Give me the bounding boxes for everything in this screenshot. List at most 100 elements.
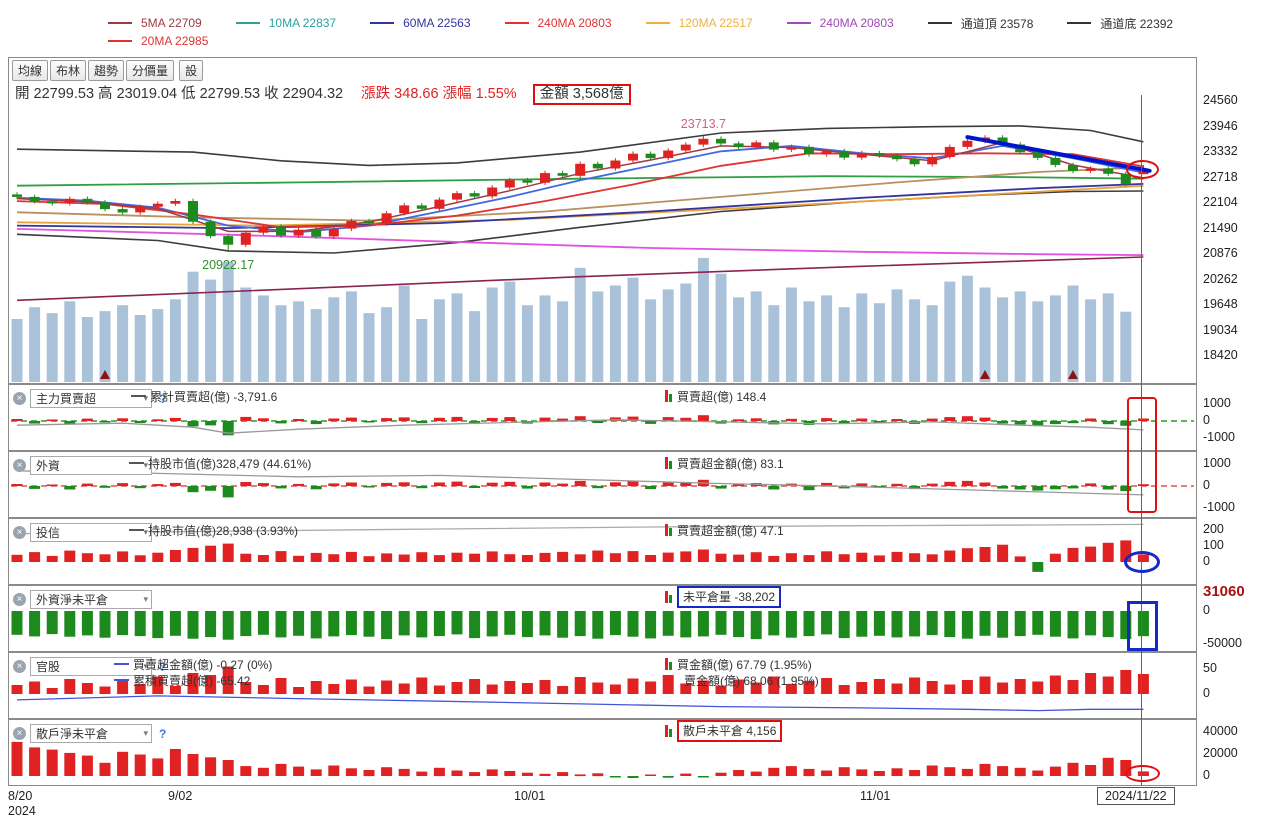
panel-legend-label: 散戶未平倉 4,156 [677, 720, 783, 742]
legend-label: 240MA 20803 [819, 16, 894, 30]
close-icon[interactable]: × [13, 526, 26, 539]
indicator-select[interactable]: 主力買賣超 ▾ [30, 389, 152, 408]
x-axis-tick: 10/01 [514, 789, 546, 803]
tab-布林[interactable]: 布林 [50, 60, 87, 81]
panel-legend: 買賣超(億) 148.4 [665, 388, 766, 404]
amount-badge: 金額 3,568億 [532, 84, 631, 105]
indicator-select-value: 官股 [36, 660, 61, 674]
highlight-ellipse-trust-bar [1124, 551, 1160, 573]
y-axis-tick: 40000 [1203, 724, 1238, 738]
tab-均線[interactable]: 均線 [12, 60, 49, 81]
legend-label: 10MA 22837 [268, 16, 337, 30]
help-icon[interactable]: ? [159, 659, 167, 674]
panel-legend: 買賣超金額(億) -0.27 (0%) [114, 656, 272, 672]
panel-legend-label: 持股市值(億)28,938 (3.93%) [148, 523, 299, 538]
y-axis-tick: 22104 [1203, 195, 1238, 209]
y-axis-tick: 50 [1203, 661, 1217, 675]
legend-line-swatch [927, 22, 952, 24]
quote-row: 開 22799.53 高 23019.04 低 22799.53 收 22904… [15, 82, 631, 105]
candle-icon [665, 591, 672, 603]
help-icon[interactable]: ? [159, 726, 167, 741]
y-axis-tick: 0 [1203, 768, 1210, 782]
legend-line-swatch [1067, 22, 1092, 24]
y-axis-tick: 200 [1203, 522, 1224, 536]
candle-icon [665, 457, 672, 469]
y-axis-tick: 0 [1203, 554, 1210, 568]
indicator-select[interactable]: 外資淨未平倉 ▾ [30, 590, 152, 609]
chevron-down-icon: ▾ [143, 661, 148, 671]
indicator-panel-主力買賣超[interactable]: × 主力買賣超 ▾? 累計買賣超(億) -3,791.6 買賣超(億) 148.4 [8, 384, 1197, 451]
panel-legend: 累計買賣超(億) -3,791.6 [131, 388, 277, 404]
y-axis-tick: 19648 [1203, 297, 1238, 311]
y-axis-tick: 20000 [1203, 746, 1238, 760]
panel-legend-label: 賣金額(億) 68.06 (1.95%) [684, 673, 819, 688]
legend-line-swatch [114, 663, 129, 665]
legend-item: 60MA 22563 [370, 16, 471, 30]
legend-line-swatch [645, 22, 670, 24]
chevron-down-icon: ▾ [143, 527, 148, 537]
panel-legend-label: 買金額(億) 67.79 (1.95%) [677, 657, 812, 672]
legend-label: 240MA 20803 [537, 16, 612, 30]
change-values: 漲跌 348.66 漲幅 1.55% [361, 86, 517, 102]
legend-item: 20MA 22985 [108, 34, 208, 48]
crosshair-line [1141, 95, 1142, 786]
tab-趨勢[interactable]: 趨勢 [88, 60, 125, 81]
y-axis-tick: -1000 [1203, 500, 1235, 514]
panel-legend: 買賣超金額(億) 83.1 [665, 455, 784, 471]
help-icon[interactable]: ? [159, 391, 167, 406]
legend-line-swatch [114, 679, 129, 681]
highlight-box-main-flows [1127, 397, 1157, 513]
close-icon[interactable]: × [13, 593, 26, 606]
legend-line-swatch [370, 22, 395, 24]
y-axis-tick: 0 [1203, 686, 1210, 700]
indicator-panel-投信[interactable]: × 投信 ▾ 持股市值(億)28,938 (3.93%) 買賣超金額(億) 47.1 [8, 518, 1197, 585]
legend-item: 通道頂 23578 [927, 15, 1033, 32]
chevron-down-icon: ▾ [143, 460, 148, 470]
indicator-panel-散戶淨未平倉[interactable]: × 散戶淨未平倉 ▾? 散戶未平倉 4,156 [8, 719, 1197, 786]
y-axis-tick: 100 [1203, 538, 1224, 552]
indicator-select[interactable]: 外資 ▾ [30, 456, 152, 475]
y-axis-tick: 21490 [1203, 220, 1238, 235]
y-axis-tick: 0 [1203, 478, 1210, 492]
legend-line-swatch [131, 395, 146, 397]
close-icon[interactable]: × [13, 392, 26, 405]
y-axis-tick: 20876 [1203, 246, 1238, 260]
y-axis-tick: -50000 [1203, 636, 1242, 650]
x-axis-tick: 8/20 2024 [8, 789, 36, 815]
close-icon[interactable]: × [13, 459, 26, 472]
indicator-select-value: 投信 [36, 526, 61, 540]
y-axis-tick: 1000 [1203, 456, 1231, 470]
candle-icon [665, 390, 672, 402]
indicator-panel-官股[interactable]: × 官股 ▾? 買賣超金額(億) -0.27 (0%) 累積買賣超(億) -65.42 買… [8, 652, 1197, 719]
legend-label: 20MA 22985 [141, 34, 209, 48]
y-axis-tick: 0 [1203, 413, 1210, 427]
close-icon[interactable]: × [13, 727, 26, 740]
legend-label: 5MA 22709 [141, 16, 202, 30]
legend-line-swatch [108, 22, 132, 24]
legend-label: 120MA 22517 [678, 16, 753, 30]
legend-item: 120MA 22517 [645, 16, 753, 30]
tab-設[interactable]: 設 [179, 60, 204, 81]
indicator-select[interactable]: 散戶淨未平倉 ▾ [30, 724, 152, 743]
panel-legend-label: 累積買賣超(億) -65.42 [133, 673, 251, 688]
x-axis-tick-year: 2024 [8, 804, 36, 815]
close-icon[interactable]: × [13, 660, 26, 673]
chart-mode-tabs: 均線 布林 趨勢 分價量設 [12, 60, 205, 81]
panel-legend: 買賣超金額(億) 47.1 [665, 522, 784, 538]
legend-line-swatch [129, 529, 144, 531]
main-price-panel[interactable]: 均線 布林 趨勢 分價量設 開 22799.53 高 23019.04 低 22799… [8, 57, 1197, 384]
indicator-select[interactable]: 官股 ▾ [30, 657, 152, 676]
panel-legend-label: 買賣超金額(億) 47.1 [677, 523, 784, 538]
indicator-panel-外資[interactable]: × 外資 ▾ 持股市值(億)328,479 (44.61%) 買賣超金額(億) 83.1 [8, 451, 1197, 518]
legend-line-swatch [129, 462, 144, 464]
y-axis-tick: 24560 [1203, 93, 1238, 107]
chevron-down-icon: ▾ [143, 728, 148, 738]
indicator-panel-外資淨未平倉[interactable]: × 外資淨未平倉 ▾ 未平倉量 -38,202 [8, 585, 1197, 652]
indicator-select[interactable]: 投信 ▾ [30, 523, 152, 542]
legend-line-swatch [108, 40, 132, 42]
y-axis-tick: 0 [1203, 603, 1210, 617]
chevron-down-icon: ▾ [143, 594, 148, 604]
panel-legend: 持股市值(億)328,479 (44.61%) [129, 455, 311, 471]
tab-分價量[interactable]: 分價量 [126, 60, 175, 81]
